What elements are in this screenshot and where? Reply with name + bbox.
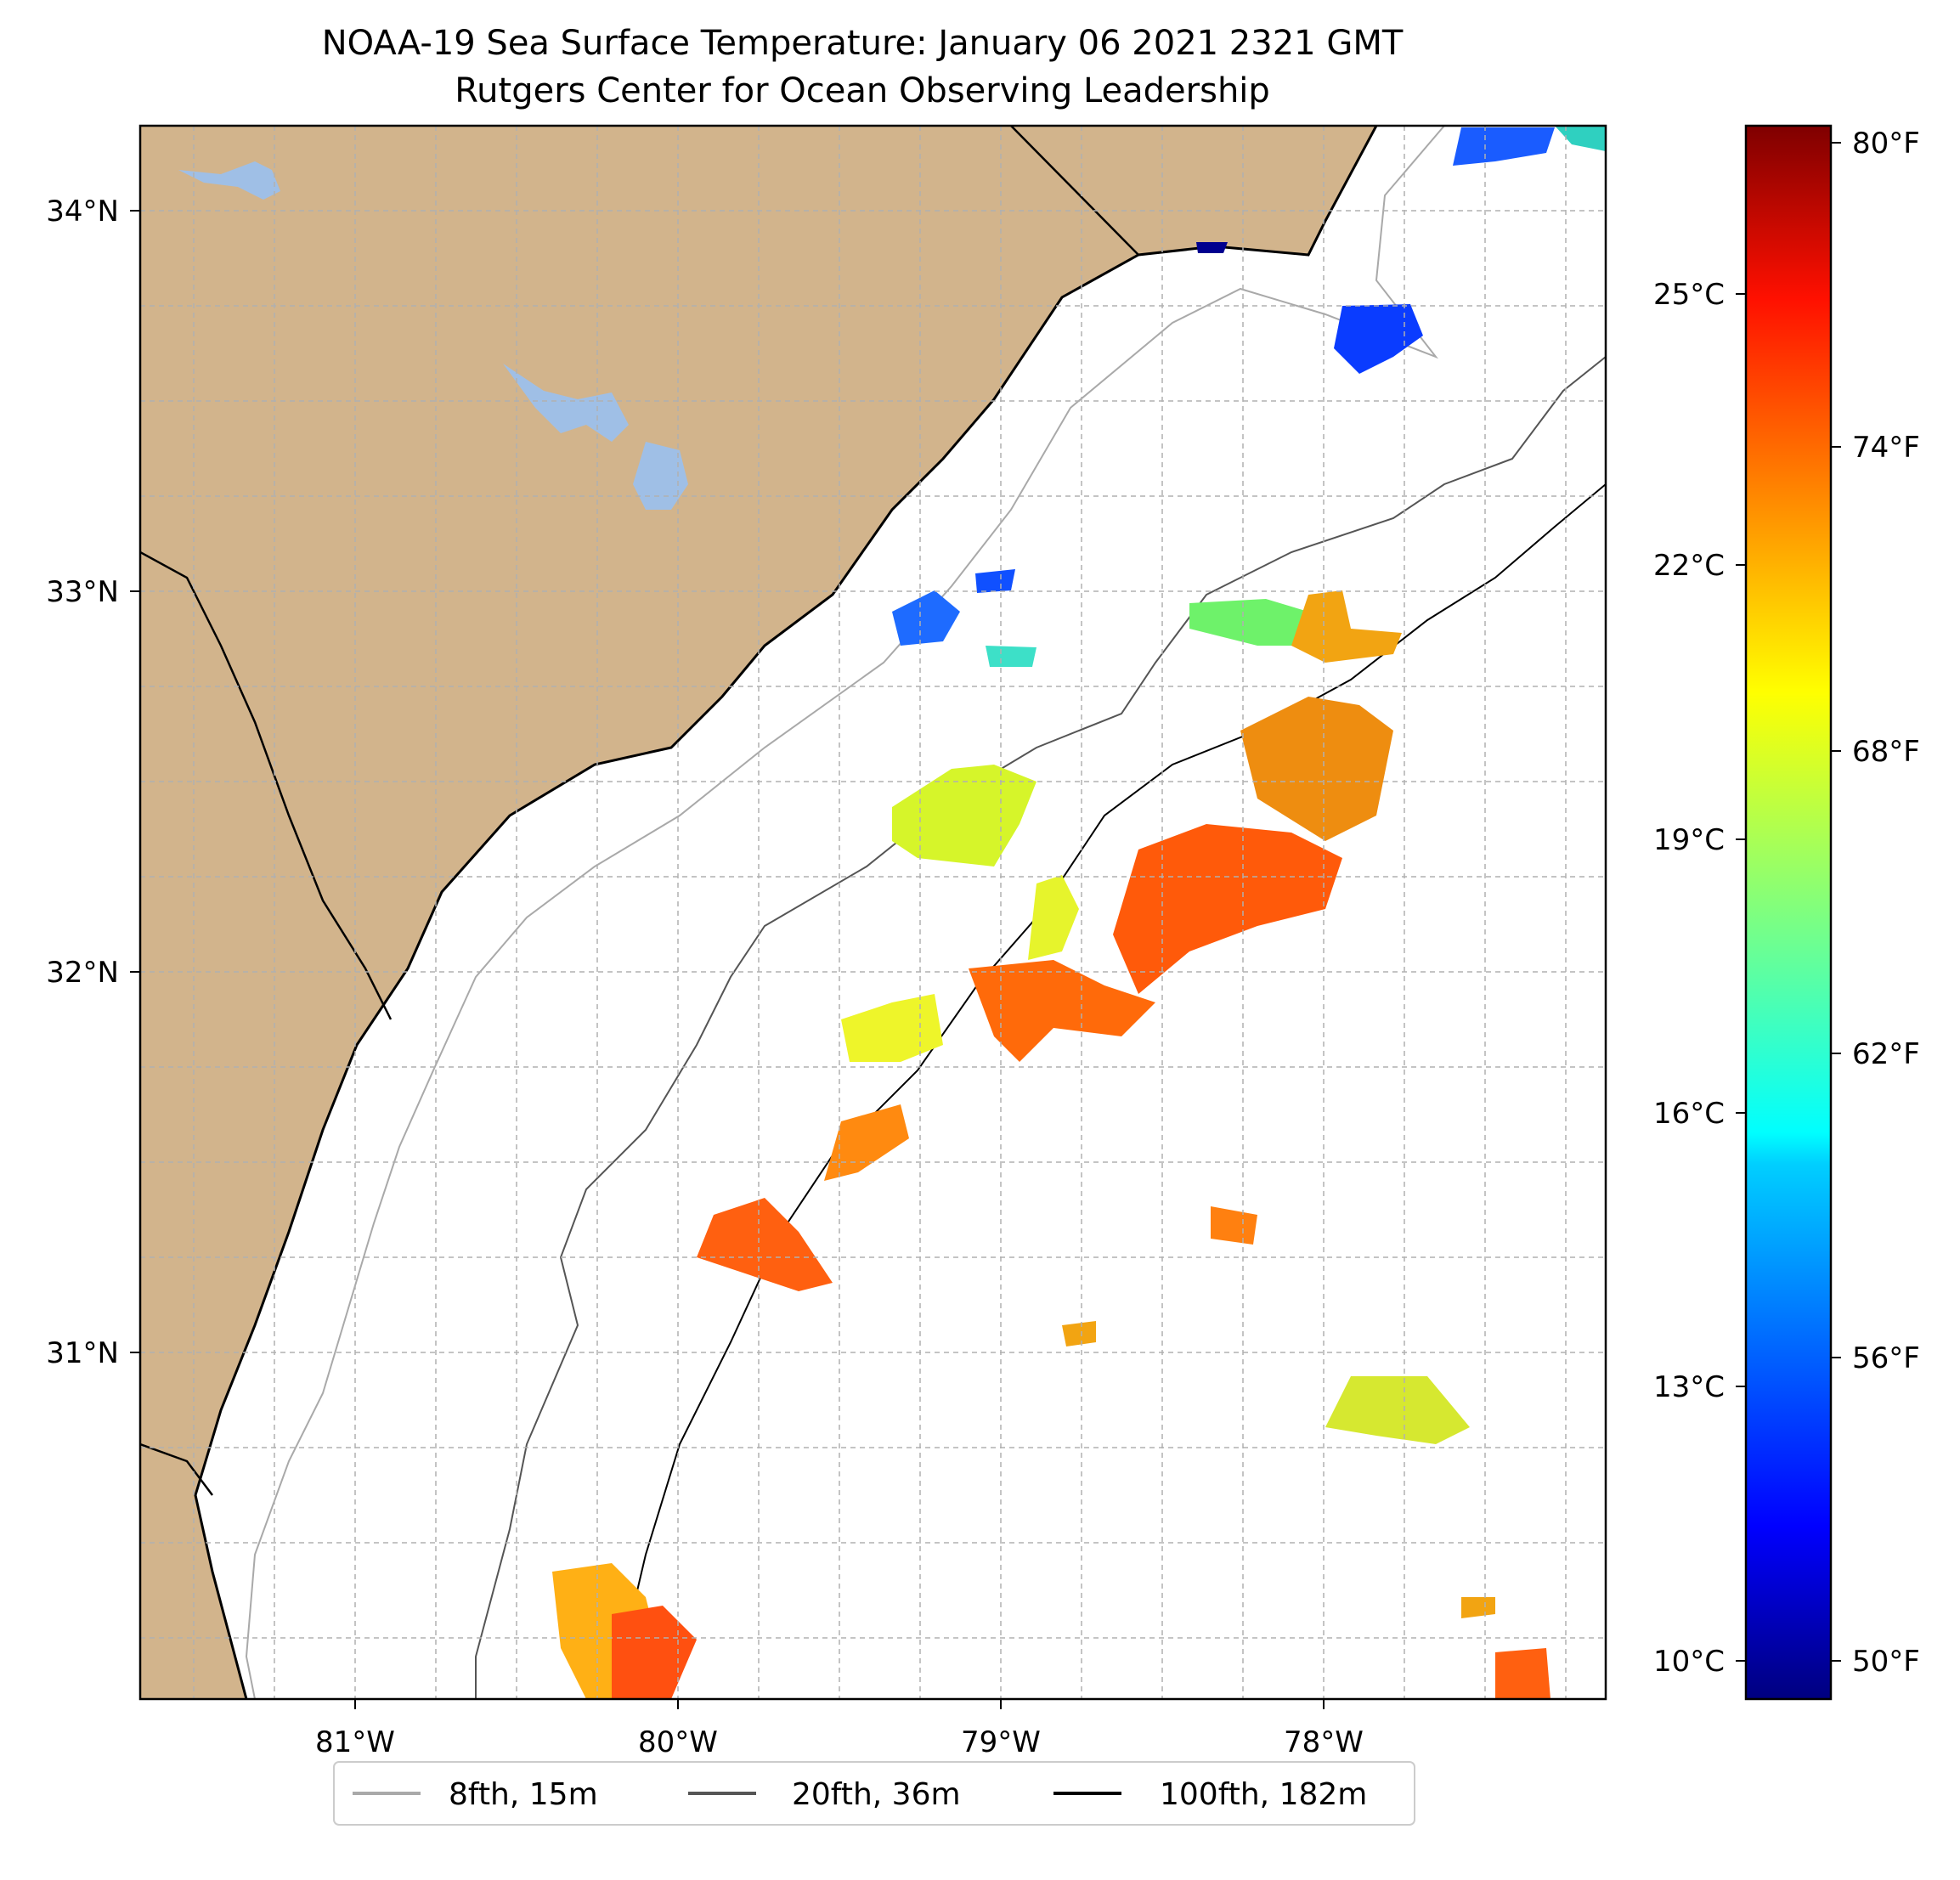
sst-patch xyxy=(1189,599,1325,646)
river-line xyxy=(140,550,393,1020)
lake-marion xyxy=(503,364,629,442)
colorbar-celsius-label: 22°C xyxy=(1653,549,1725,583)
colorbar-celsius-ticks xyxy=(1736,293,1746,1662)
sst-patch xyxy=(1211,1206,1257,1245)
map-panel xyxy=(140,126,1606,1699)
lat-tick-label: 33°N xyxy=(46,575,119,609)
sst-patch xyxy=(969,960,1155,1062)
colorbar: 25°C 22°C 19°C 16°C 13°C 10°C 80°F 74°F … xyxy=(1653,124,1920,1701)
colorbar-celsius-label: 19°C xyxy=(1653,823,1725,857)
legend-label-20fth: 20fth, 36m xyxy=(792,1777,961,1812)
contour-20fth xyxy=(475,356,1606,1699)
sst-patch xyxy=(1062,1321,1096,1346)
sst-patch xyxy=(1196,242,1228,253)
sst-patch xyxy=(975,569,1015,593)
sst-patch xyxy=(1291,590,1402,663)
lat-tick-label: 32°N xyxy=(46,956,119,990)
colorbar-fahrenheit-ticks xyxy=(1831,142,1841,1662)
lat-tick-label: 31°N xyxy=(46,1336,119,1370)
sst-patch xyxy=(841,994,943,1062)
legend-box xyxy=(333,1761,1415,1826)
colorbar-fahrenheit-label: 80°F xyxy=(1852,127,1920,161)
sst-patch xyxy=(697,1198,833,1291)
sst-patch xyxy=(892,590,960,646)
legend-label-8fth: 8fth, 15m xyxy=(449,1777,598,1812)
state-border xyxy=(1010,126,1139,256)
sst-patch xyxy=(1495,1648,1550,1699)
lon-tick-label: 79°W xyxy=(961,1725,1041,1759)
sst-patch xyxy=(986,646,1036,667)
colorbar-fahrenheit-label: 56°F xyxy=(1852,1341,1920,1375)
colorbar-fahrenheit-label: 74°F xyxy=(1852,431,1920,465)
legend-label-100fth: 100fth, 182m xyxy=(1160,1777,1367,1812)
sst-patch xyxy=(1028,875,1079,960)
lake-moultrie xyxy=(633,442,688,510)
map-subtitle: Rutgers Center for Ocean Observing Leade… xyxy=(455,71,1270,110)
lon-tick-label: 81°W xyxy=(315,1725,395,1759)
sst-patch xyxy=(1113,824,1342,994)
colorbar-celsius-label: 10°C xyxy=(1653,1645,1725,1679)
colorbar-celsius-label: 25°C xyxy=(1653,278,1725,312)
colorbar-fahrenheit-label: 68°F xyxy=(1852,735,1920,769)
contour-8fth xyxy=(245,126,1445,1699)
lon-axis: 81°W 80°W 79°W 78°W xyxy=(315,1699,1364,1759)
colorbar-celsius-label: 13°C xyxy=(1653,1370,1725,1404)
land-mass xyxy=(140,126,1376,1699)
sst-patch xyxy=(1240,697,1393,841)
lat-axis: 34°N 33°N 32°N 31°N xyxy=(46,195,140,1370)
map-title: NOAA-19 Sea Surface Temperature: January… xyxy=(322,24,1404,63)
sst-patch xyxy=(1325,1376,1470,1444)
sst-patch xyxy=(1461,1597,1495,1618)
sst-patch xyxy=(612,1606,697,1699)
colorbar-fahrenheit-label: 62°F xyxy=(1852,1037,1920,1071)
contour-legend: 8fth, 15m 20fth, 36m 100fth, 182m xyxy=(333,1761,1415,1826)
lat-tick-label: 34°N xyxy=(46,195,119,229)
colorbar-gradient xyxy=(1744,124,1833,1701)
river-line-south xyxy=(140,1442,213,1496)
graticule xyxy=(140,126,1606,1699)
sst-patch xyxy=(1453,127,1555,166)
lon-tick-label: 80°W xyxy=(638,1725,718,1759)
sst-patch xyxy=(1334,304,1423,374)
map-frame xyxy=(138,124,1607,1701)
lon-tick-label: 78°W xyxy=(1284,1725,1364,1759)
lake-north xyxy=(178,161,280,200)
colorbar-celsius-label: 16°C xyxy=(1653,1097,1725,1131)
sst-patch xyxy=(1555,126,1606,151)
colorbar-fahrenheit-label: 50°F xyxy=(1852,1645,1920,1679)
